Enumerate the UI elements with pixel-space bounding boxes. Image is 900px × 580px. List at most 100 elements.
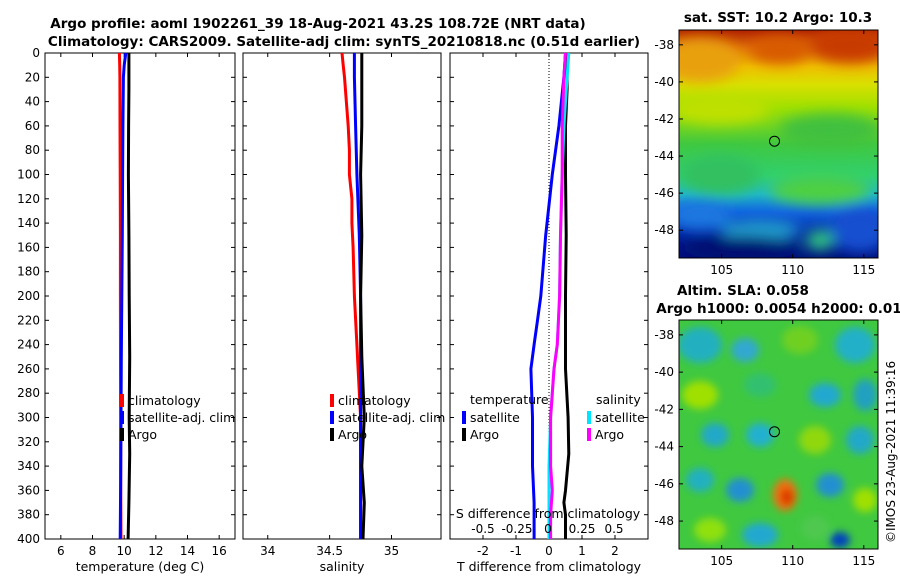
depth-tick-label: 260 (17, 362, 40, 376)
sst-map-image (679, 30, 878, 258)
sst-map-ytick-label: -48 (654, 223, 674, 237)
sla-map-ytick-label: -46 (654, 477, 674, 491)
difference-legend-swatch (462, 428, 466, 441)
temperature-panel: 0 20 40 60 80 100 120 140 160 180 200 220 240 260 280 3… (17, 46, 236, 574)
sst-map-ytick-label: -40 (654, 75, 674, 89)
difference-legend-title-temperature: temperature (470, 392, 549, 407)
difference-legend-swatch (462, 411, 466, 424)
depth-tick-label: 200 (17, 289, 40, 303)
temperature-legend-swatch (120, 394, 124, 407)
depth-tick-label: 160 (17, 240, 40, 254)
depth-tick-label: 240 (17, 338, 40, 352)
salinity-xtick-label: 34.5 (316, 544, 343, 558)
difference-legend-label: satellite (595, 410, 645, 425)
difference-series-satellite-t- (529, 52, 567, 539)
depth-tick-label: 0 (32, 46, 40, 60)
sst-map-title: sat. SST: 10.2 Argo: 10.3 (684, 10, 872, 26)
difference-xtick-label: 1 (578, 544, 586, 558)
temperature-legend-swatch (120, 428, 124, 441)
difference-legend-title-salinity: salinity (596, 392, 641, 407)
s-difference-tick-label: 0.5 (604, 522, 623, 536)
sla-argo-location-marker (769, 426, 780, 438)
depth-tick-label: 280 (17, 386, 40, 400)
salinity-legend-swatch (330, 428, 334, 441)
s-difference-tick-label: -0.5 (471, 522, 494, 536)
salinity-panel: 34 34.5 35 salinity climatology satellite-adj… (242, 52, 445, 574)
sla-map-xtick-label: 110 (781, 554, 804, 568)
sst-map-xtick-label: 105 (710, 263, 733, 277)
sla-map-xtick-label: 115 (852, 554, 875, 568)
difference-xtick-label: 2 (611, 544, 619, 558)
depth-tick-label: 40 (25, 95, 40, 109)
salinity-xtick-label: 34 (260, 544, 275, 558)
difference-series-argo-s- (549, 52, 567, 539)
difference-xlabel: T difference from climatology (456, 559, 642, 574)
difference-legend-label: Argo (595, 427, 624, 442)
temperature-xtick-label: 8 (89, 544, 97, 558)
temperature-axes-frame (44, 52, 236, 540)
depth-tick-label: 60 (25, 119, 40, 133)
difference-legend-swatch (587, 428, 591, 441)
depth-tick-label: 300 (17, 411, 40, 425)
sla-map-xtick-label: 105 (710, 554, 733, 568)
salinity-legend-label: Argo (338, 427, 367, 442)
sst-map-ticks: -38 -40 -42 -44 -46 -48 105 110 115 (654, 30, 878, 277)
imos-timestamp: ©IMOS 23-Aug-2021 11:39:16 (884, 361, 898, 543)
temperature-xtick-label: 10 (117, 544, 132, 558)
temperature-xtick-label: 6 (57, 544, 65, 558)
temperature-xtick-label: 16 (212, 544, 227, 558)
s-difference-tick-label: -0.25 (501, 522, 532, 536)
difference-panel: -2 -1 0 1 2T difference from climatology temp… (449, 52, 649, 574)
temperature-xtick-label: 14 (180, 544, 195, 558)
sst-map-ytick-label: -42 (654, 112, 674, 126)
difference-legend-label: satellite (470, 410, 520, 425)
sst-map-xtick-label: 115 (852, 263, 875, 277)
salinity-xtick-label: 35 (384, 544, 399, 558)
sla-map-ticks: -38 -40 -42 -44 -46 -48 105 110 115 (654, 320, 878, 568)
s-difference-tick-label: 0.25 (569, 522, 596, 536)
figure-title-line1: Argo profile: aoml 1902261_39 18-Aug-202… (50, 16, 585, 32)
sla-map-ytick-label: -42 (654, 402, 674, 416)
depth-tick-label: 360 (17, 483, 40, 497)
depth-tick-label: 320 (17, 435, 40, 449)
sst-map: sat. SST: 10.2 Argo: 10.3 -38 -40 -42 -44 -4… (654, 10, 879, 277)
salinity-legend-label: satellite-adj. clim (338, 410, 445, 425)
difference-xtick-label: 0 (545, 544, 553, 558)
temperature-legend-swatch (120, 411, 124, 424)
difference-series-argo-t- (562, 53, 571, 539)
sst-map-frame (678, 29, 879, 259)
depth-tick-label: 400 (17, 532, 40, 546)
sla-map-ytick-label: -48 (654, 514, 674, 528)
salinity-axes-frame (242, 52, 442, 540)
salinity-legend-label: climatology (338, 393, 411, 408)
temperature-series-argo (126, 53, 132, 540)
salinity-legend-swatch (330, 411, 334, 424)
temperature-legend-label: Argo (128, 427, 157, 442)
difference-xtick-label: -2 (477, 544, 489, 558)
sst-map-ytick-label: -46 (654, 186, 674, 200)
depth-tick-label: 340 (17, 459, 40, 473)
temperature-legend-label: satellite-adj. clim (128, 410, 235, 425)
sla-map: Altim. SLA: 0.058 Argo h1000: 0.0054 h20… (654, 283, 900, 568)
salinity-series-climatology (340, 52, 363, 539)
sst-map-ytick-label: -38 (654, 38, 674, 52)
depth-tick-label: 20 (25, 70, 40, 84)
depth-tick-label: 380 (17, 508, 40, 522)
sla-map-ytick-label: -40 (654, 365, 674, 379)
temperature-xtick-label: 12 (148, 544, 163, 558)
sla-map-ytick-label: -38 (654, 328, 674, 342)
depth-tick-label: 100 (17, 168, 40, 182)
salinity-series-argo (359, 53, 366, 540)
depth-tick-label: 80 (25, 143, 40, 157)
sst-map-ytick-label: -44 (654, 149, 674, 163)
temperature-xlabel: temperature (deg C) (76, 559, 205, 574)
salinity-legend-swatch (330, 394, 334, 407)
salinity-xlabel: salinity (320, 559, 365, 574)
depth-tick-label: 140 (17, 216, 40, 230)
temperature-legend-label: climatology (128, 393, 201, 408)
sla-map-subtitle: Argo h1000: 0.0054 h2000: 0.01 (656, 301, 900, 317)
sla-map-title: Altim. SLA: 0.058 (677, 283, 809, 299)
depth-tick-label: 180 (17, 265, 40, 279)
difference-legend-swatch (587, 411, 591, 424)
